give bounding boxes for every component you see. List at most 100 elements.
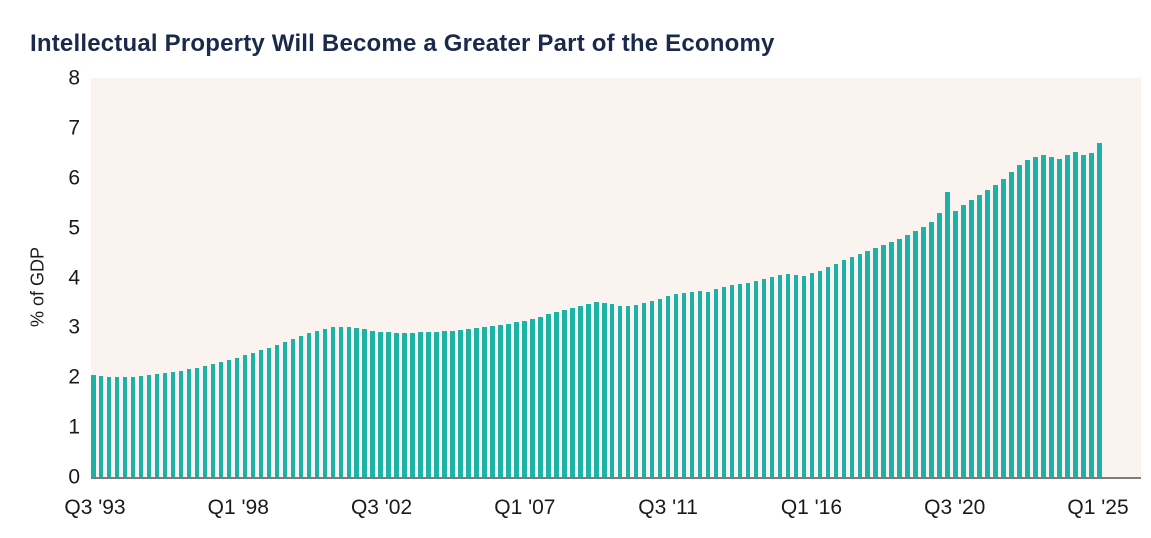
bar (1001, 178, 1006, 477)
bar (394, 332, 399, 477)
bar (1033, 156, 1038, 477)
bar (458, 330, 463, 477)
bar (993, 184, 998, 477)
bar (873, 248, 878, 477)
bar (913, 231, 918, 477)
chart-title: Intellectual Property Will Become a Grea… (30, 30, 775, 58)
bar (402, 332, 407, 477)
bar (442, 331, 447, 477)
bar (929, 221, 934, 477)
bar (138, 375, 144, 477)
bar (498, 325, 503, 477)
bar (322, 328, 328, 477)
y-tick-label: 7 (68, 116, 80, 140)
bar (250, 352, 256, 477)
bar (857, 254, 862, 477)
bar (91, 374, 96, 477)
bar (346, 327, 351, 477)
bar (681, 293, 687, 477)
bar (609, 304, 615, 477)
bar (809, 273, 815, 477)
bar (306, 333, 312, 477)
bar (490, 326, 495, 477)
bar (1049, 156, 1054, 477)
bar (777, 275, 783, 477)
bar (705, 292, 711, 477)
bar (713, 289, 719, 477)
bar (761, 279, 767, 477)
bar (194, 367, 200, 477)
bar (386, 332, 391, 477)
bar (865, 251, 870, 477)
bar (1065, 155, 1070, 477)
x-tick-label: Q3 '11 (638, 496, 698, 519)
bar (562, 310, 567, 477)
y-tick-label: 3 (68, 315, 80, 339)
bar (721, 286, 727, 477)
y-axis-tick-labels: 0 1 2 3 4 5 6 7 8 (48, 68, 86, 488)
bar (921, 226, 926, 477)
bar (162, 372, 168, 477)
y-tick-label: 0 (68, 465, 80, 489)
bar (426, 332, 431, 477)
bar (641, 303, 647, 477)
bar (673, 294, 679, 477)
bar (114, 377, 120, 477)
bar (210, 364, 216, 477)
bar-series (91, 78, 1102, 477)
bar (314, 330, 320, 477)
bar (617, 305, 623, 477)
bar (338, 326, 344, 477)
bar (218, 362, 224, 477)
bar (1073, 151, 1078, 477)
bar (817, 270, 823, 477)
y-tick-label: 8 (68, 66, 80, 90)
bar (178, 370, 184, 477)
bar (122, 377, 128, 477)
bar (905, 235, 910, 477)
bar (298, 335, 304, 477)
bar (649, 301, 655, 477)
bar (482, 327, 487, 477)
x-tick-label: Q3 '20 (924, 496, 986, 519)
bar (450, 330, 455, 477)
bar (961, 205, 966, 477)
bar (1089, 152, 1094, 477)
bar (945, 191, 950, 477)
bar (474, 328, 479, 477)
y-tick-label: 2 (68, 365, 80, 389)
bar (410, 332, 415, 477)
bar (506, 323, 511, 477)
x-tick-label: Q3 '02 (350, 496, 413, 519)
bar (1081, 154, 1086, 477)
bar (602, 302, 607, 477)
bar (881, 245, 886, 477)
bar (538, 316, 543, 477)
y-axis-title: % of GDP (27, 246, 48, 328)
bar (186, 369, 192, 477)
bar (522, 320, 527, 477)
bar (665, 296, 671, 477)
x-tick-label: Q1 '16 (780, 496, 843, 519)
bar (242, 355, 248, 477)
bar (146, 374, 152, 477)
bar (833, 263, 839, 477)
x-axis-tick-labels: Q3 '93 Q1 '98 Q3 '02 Q1 '07 Q3 '11 Q1 '16 Q3 '… (64, 496, 1128, 527)
bar (889, 242, 894, 477)
bar (282, 341, 288, 477)
bar (897, 238, 902, 477)
bar (977, 195, 982, 477)
plot-area (91, 78, 1141, 479)
bar (753, 281, 759, 477)
bar (937, 212, 942, 477)
bar (578, 305, 583, 477)
bar (793, 274, 799, 477)
x-tick-label: Q1 '25 (1067, 496, 1129, 519)
bar (170, 371, 176, 477)
bar (689, 291, 695, 477)
bar (729, 284, 735, 477)
bar (330, 327, 336, 477)
bar (354, 328, 359, 477)
bar (362, 329, 367, 477)
bar (825, 267, 831, 477)
